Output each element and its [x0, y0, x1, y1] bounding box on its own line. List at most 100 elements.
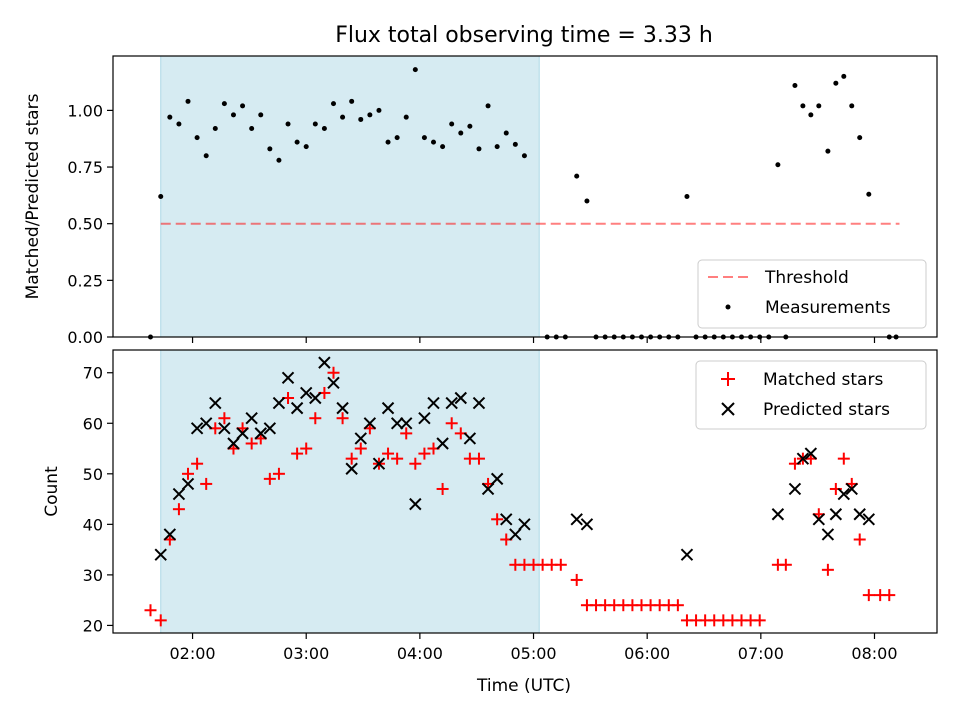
- measurements-legend-swatch: [725, 304, 731, 310]
- predicted-star-point: [821, 528, 835, 541]
- matched-star-point: [753, 614, 766, 627]
- count-panel-y-tick-label: 70: [83, 364, 103, 383]
- measurement-point: [412, 67, 418, 73]
- predicted-stars-series: [154, 356, 876, 561]
- measurement-point: [833, 80, 839, 86]
- predicted-star-point: [409, 497, 422, 511]
- predicted-star-point: [245, 412, 258, 425]
- predicted-star-point: [290, 401, 304, 415]
- count-panel-x-tick-label: 07:00: [738, 644, 784, 663]
- measurement-point: [358, 116, 364, 122]
- x-axis-label: Time (UTC): [476, 676, 571, 696]
- matched-star-point: [491, 513, 504, 526]
- ratio-panel-legend: Threshold Measurements: [697, 259, 927, 329]
- predicted-star-point: [209, 396, 222, 410]
- measurement-point: [321, 126, 327, 132]
- predicted-star-point: [190, 422, 204, 435]
- ratio-panel-y-tick-label: 0.50: [67, 215, 103, 234]
- count-panel-x-tick-label: 05:00: [510, 644, 556, 663]
- predicted-star-point: [418, 412, 431, 425]
- predicted-star-point: [199, 417, 213, 430]
- measurement-point: [349, 98, 355, 104]
- measurement-point: [684, 194, 690, 199]
- count-panel-x-ticks: 02:00 03:00 04:00 05:00 06:00 07:00 08:00: [170, 633, 898, 663]
- matched-stars-series: [144, 366, 896, 627]
- predicted-star-point: [445, 396, 458, 410]
- predicted-star-point: [463, 432, 477, 445]
- predicted-star-point: [227, 437, 240, 450]
- predicted-star-point: [181, 477, 195, 491]
- matched-star-point: [779, 558, 792, 571]
- count-panel-x-tick-label: 03:00: [283, 644, 329, 663]
- matched-legend-swatch: [721, 372, 735, 386]
- predicted-star-point: [570, 513, 583, 526]
- ratio-legend-box: [697, 259, 927, 329]
- threshold-legend-label: Threshold: [764, 268, 849, 288]
- predicted-star-point: [509, 528, 522, 541]
- matched-star-point: [391, 452, 404, 465]
- matched-legend-label: Matched stars: [763, 370, 883, 390]
- predicted-star-point: [318, 356, 331, 369]
- count-panel-y-ticks: 20 30 40 50 60 70: [83, 364, 113, 635]
- measurement-point: [203, 153, 209, 159]
- ratio-panel-y-tick-label: 0.00: [67, 328, 103, 347]
- matched-star-point: [144, 604, 157, 617]
- measurement-point: [394, 135, 400, 141]
- measurement-point: [800, 103, 806, 109]
- measurement-point: [857, 135, 863, 141]
- measurement-point: [792, 82, 798, 88]
- measurement-point: [458, 130, 464, 136]
- predicted-star-point: [172, 487, 186, 501]
- measurement-point: [521, 153, 527, 159]
- predicted-star-point: [454, 391, 467, 405]
- predicted-star-point: [837, 487, 851, 501]
- measurement-point: [775, 162, 781, 168]
- measurement-point: [494, 144, 500, 150]
- predicted-star-point: [580, 518, 594, 531]
- count-panel-y-tick-label: 50: [83, 465, 103, 484]
- measurement-point: [808, 112, 814, 118]
- predicted-star-point: [490, 472, 504, 486]
- ratio-panel-shaded-span: [160, 55, 540, 338]
- measurement-point: [312, 121, 318, 127]
- count-panel-x-tick-label: 04:00: [397, 644, 443, 663]
- matched-star-point: [445, 417, 458, 430]
- predicted-star-point: [500, 513, 513, 526]
- predicted-legend-label: Predicted stars: [763, 400, 890, 420]
- predicted-star-point: [336, 401, 349, 415]
- matched-star-point: [418, 447, 431, 460]
- measurement-point: [185, 98, 191, 104]
- matched-star-point: [272, 467, 285, 480]
- measurement-point: [866, 191, 872, 197]
- matched-star-point: [154, 614, 167, 627]
- ratio-panel-y-tick-label: 1.00: [67, 101, 103, 120]
- matched-star-point: [345, 452, 358, 465]
- measurement-point: [212, 126, 218, 132]
- predicted-star-point: [372, 457, 386, 470]
- measurement-point: [249, 126, 255, 132]
- count-panel-y-label: Count: [42, 466, 62, 517]
- measurements-series: [148, 67, 899, 340]
- count-panel-x-tick-label: 06:00: [624, 644, 670, 663]
- matched-star-point: [436, 482, 449, 495]
- predicted-star-point: [327, 376, 340, 390]
- predicted-star-point: [381, 401, 395, 415]
- measurement-point: [849, 103, 855, 109]
- measurement-point: [367, 112, 373, 118]
- predicted-star-point: [804, 447, 818, 460]
- predicted-star-point: [771, 508, 785, 521]
- measurement-point: [167, 114, 173, 120]
- predicted-star-point: [796, 452, 810, 465]
- matched-star-point: [291, 447, 304, 460]
- matched-star-point: [309, 412, 322, 425]
- predicted-star-point: [236, 427, 249, 440]
- measurement-point: [584, 198, 590, 204]
- measurement-point: [440, 144, 446, 150]
- count-panel-y-tick-label: 40: [83, 515, 103, 534]
- predicted-star-point: [363, 417, 377, 430]
- predicted-star-point: [845, 482, 858, 496]
- matched-star-point: [172, 503, 185, 516]
- ratio-panel-frame: [112, 55, 938, 338]
- predicted-star-point: [272, 396, 286, 410]
- count-panel-legend: Matched stars Predicted stars: [695, 360, 927, 430]
